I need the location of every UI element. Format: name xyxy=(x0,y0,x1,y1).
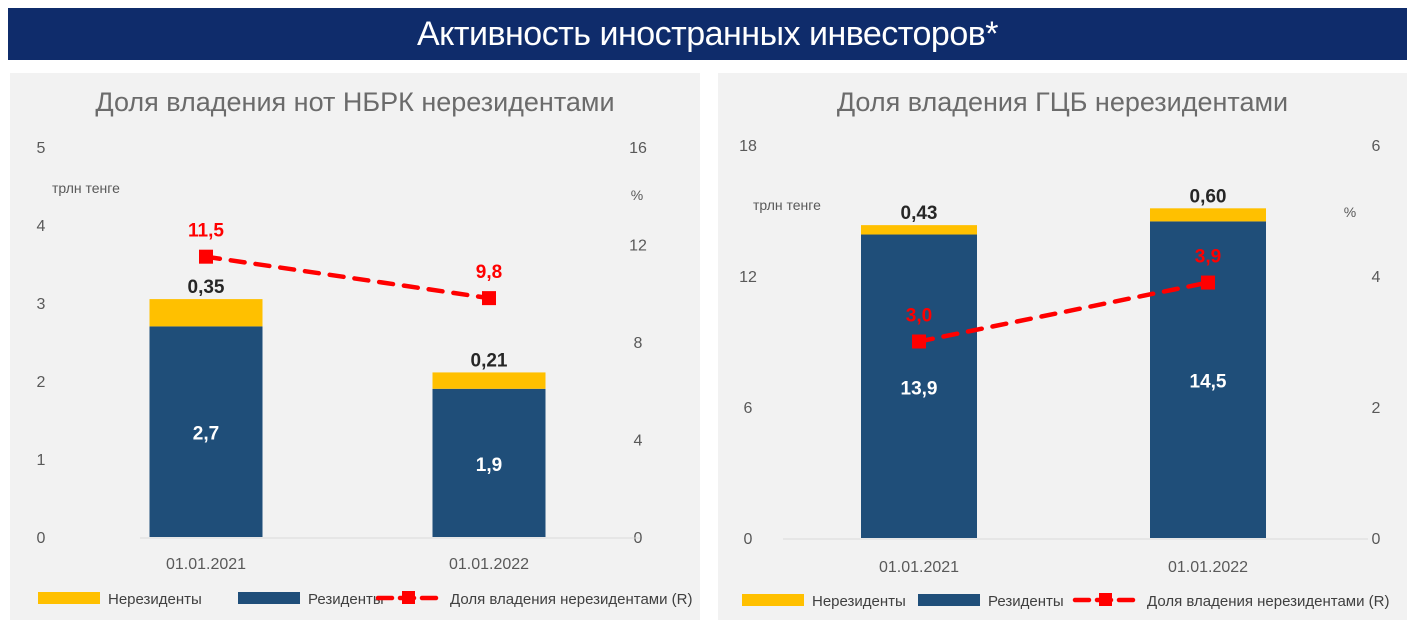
left-axis-tick: 4 xyxy=(37,218,46,235)
left-axis-tick: 3 xyxy=(37,296,46,313)
right-axis-tick: 2 xyxy=(1372,400,1381,417)
share-line xyxy=(203,254,492,301)
data-label-share: 3,9 xyxy=(1195,247,1221,268)
bar-nonresidents xyxy=(861,225,977,235)
data-label-residents: 1,9 xyxy=(476,455,502,476)
category-label: 01.01.2022 xyxy=(1168,559,1248,576)
legend-label-share: Доля владения нерезидентами (R) xyxy=(1147,593,1390,610)
right-axis-tick: 0 xyxy=(1372,531,1381,548)
bar-nonresidents xyxy=(1150,208,1266,222)
share-marker xyxy=(1201,275,1215,290)
legend-swatch-residents xyxy=(918,594,980,606)
chart-svg: Доля владения ГЦБ нерезидентами 0 6 12 18 0 2 4… xyxy=(739,87,1390,610)
left-axis-tick: 6 xyxy=(744,400,753,417)
right-axis-tick: 8 xyxy=(634,335,643,352)
page-title-banner: Активность иностранных инвесторов* xyxy=(8,8,1407,60)
bar-residents xyxy=(861,234,977,538)
data-label-nonresidents: 0,35 xyxy=(188,277,225,298)
left-axis-tick: 1 xyxy=(37,452,46,469)
right-axis-tick: 12 xyxy=(629,238,647,255)
share-marker xyxy=(199,249,213,264)
share-line xyxy=(916,280,1211,344)
bar-residents xyxy=(1150,221,1266,538)
chart-title: Доля владения ГЦБ нерезидентами xyxy=(837,87,1288,117)
data-label-residents: 13,9 xyxy=(901,378,938,399)
legend-label-residents: Резиденты xyxy=(988,593,1064,610)
right-axis-tick: 4 xyxy=(1372,269,1381,286)
legend-marker-share xyxy=(1099,593,1112,606)
share-marker xyxy=(482,291,496,306)
legend-marker-share xyxy=(402,591,415,604)
right-axis-unit: % xyxy=(1344,204,1356,220)
left-axis-tick: 0 xyxy=(37,530,46,547)
data-label-residents: 2,7 xyxy=(193,424,219,445)
left-axis-tick: 12 xyxy=(739,269,757,286)
data-label-nonresidents: 0,21 xyxy=(471,350,508,371)
category-label: 01.01.2022 xyxy=(449,556,529,573)
legend-label-nonresidents: Нерезиденты xyxy=(108,591,202,608)
share-marker xyxy=(912,334,926,349)
data-label-nonresidents: 0,43 xyxy=(901,203,938,224)
legend-swatch-nonresidents xyxy=(742,594,804,606)
chart-svg: Доля владения нот НБРК нерезидентами0123… xyxy=(37,87,693,608)
chart-title: Доля владения нот НБРК нерезидентами xyxy=(95,87,614,117)
data-label-residents: 14,5 xyxy=(1190,372,1227,393)
left-axis-tick: 0 xyxy=(744,531,753,548)
bar-nonresidents xyxy=(432,372,546,389)
bar-residents xyxy=(149,326,263,537)
left-axis-unit: трлн тенге xyxy=(753,197,821,213)
category-label: 01.01.2021 xyxy=(166,556,246,573)
chart-panel-gcb: Доля владения ГЦБ нерезидентами 0 6 12 18 0 2 4… xyxy=(718,73,1407,620)
legend-label-nonresidents: Нерезиденты xyxy=(812,593,906,610)
data-label-nonresidents: 0,60 xyxy=(1190,186,1227,207)
legend-label-share: Доля владения нерезидентами (R) xyxy=(450,591,693,608)
left-axis-tick: 2 xyxy=(37,374,46,391)
left-axis-unit: трлн тенге xyxy=(52,180,120,196)
right-axis-tick: 6 xyxy=(1372,138,1381,155)
legend-label-residents: Резиденты xyxy=(308,591,384,608)
data-label-share: 3,0 xyxy=(906,306,932,327)
data-label-share: 11,5 xyxy=(188,221,224,242)
right-axis-tick: 4 xyxy=(634,433,643,450)
category-label: 01.01.2021 xyxy=(879,559,959,576)
right-axis-unit: % xyxy=(631,187,643,203)
legend-swatch-residents xyxy=(238,592,300,604)
page-title: Активность иностранных инвесторов* xyxy=(416,14,999,53)
bar-nonresidents xyxy=(149,299,263,327)
left-axis-tick: 18 xyxy=(739,138,757,155)
bar-residents xyxy=(432,388,546,537)
left-axis-tick: 5 xyxy=(37,140,46,157)
data-label-share: 9,8 xyxy=(476,262,502,283)
legend-swatch-nonresidents xyxy=(38,592,100,604)
chart-panel-nbrk-notes: Доля владения нот НБРК нерезидентами 0 1 2 3… xyxy=(10,73,700,620)
right-axis-tick: 16 xyxy=(629,140,647,157)
